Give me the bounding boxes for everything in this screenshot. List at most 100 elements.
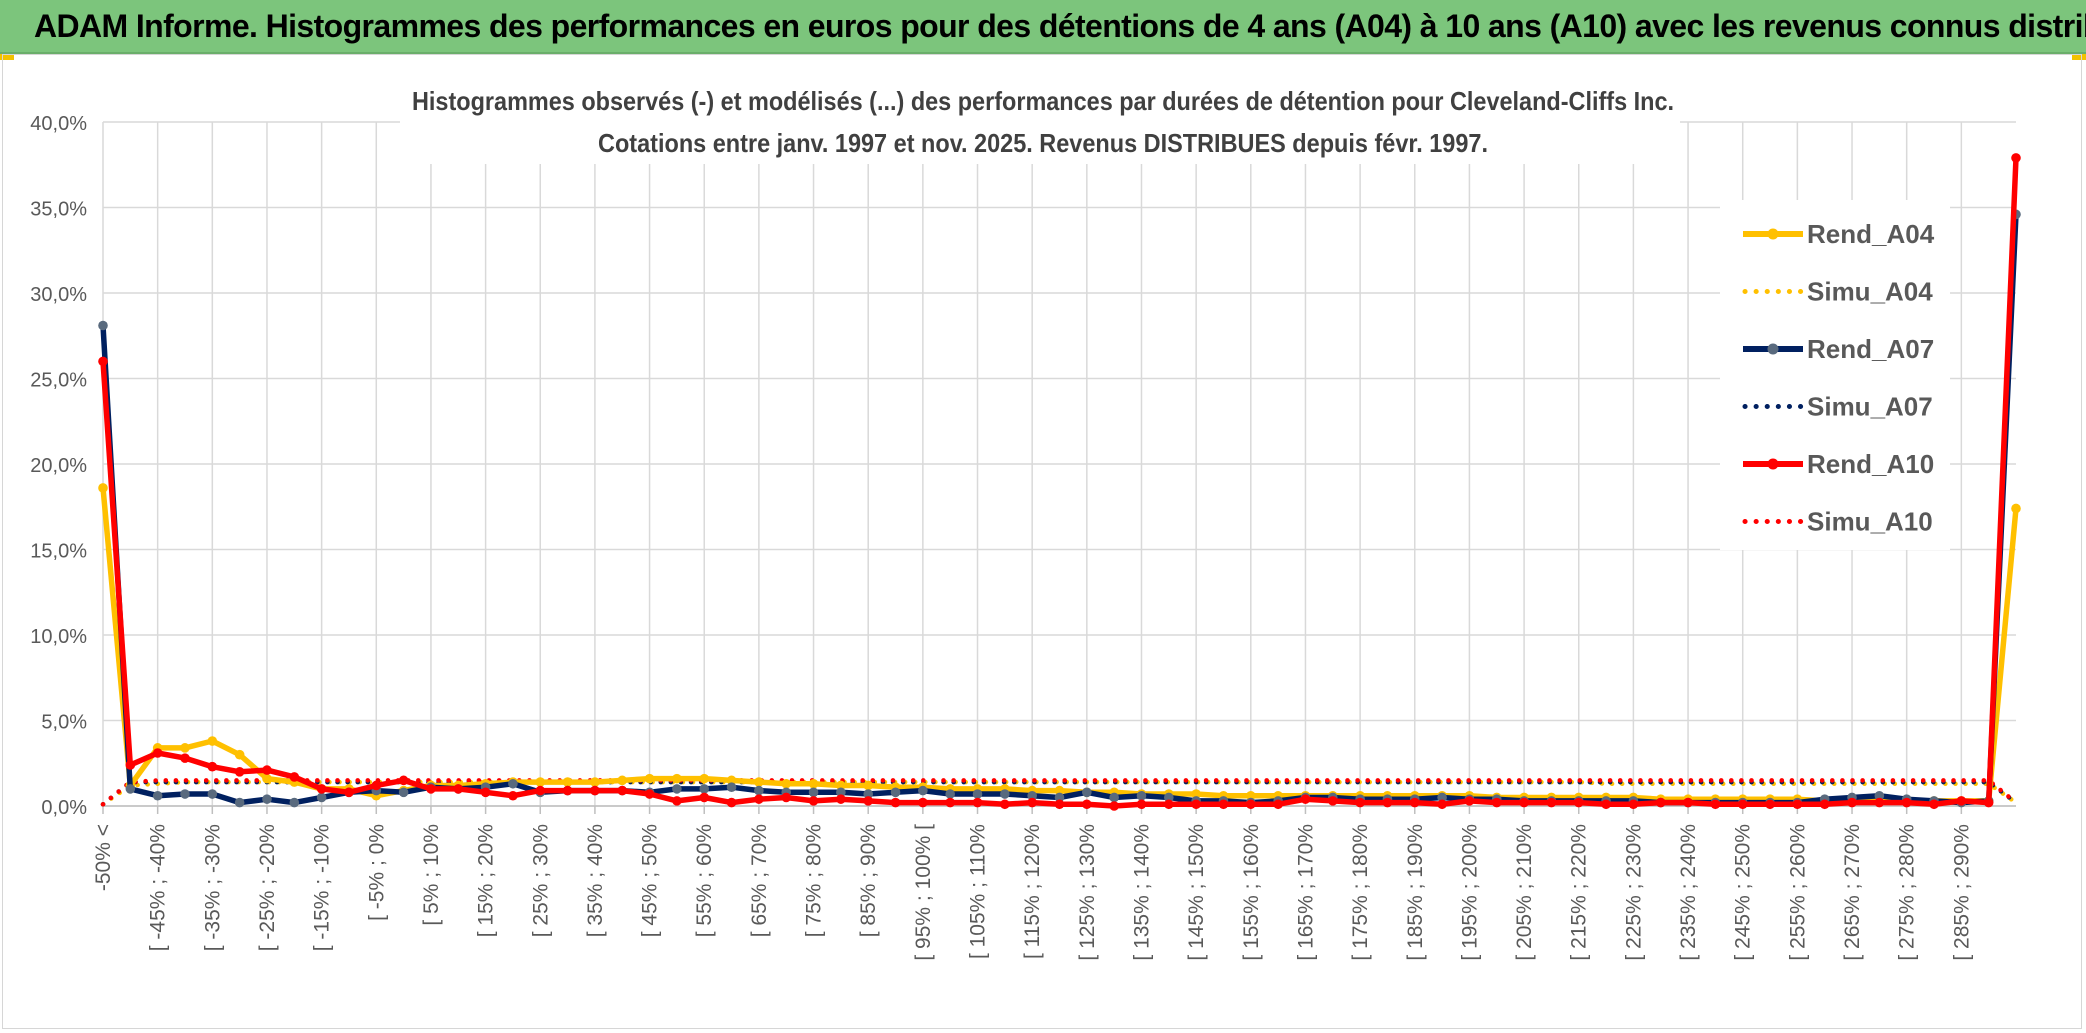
legend-box [1720,200,1950,550]
data-point [1082,787,1092,798]
legend-marker [1767,343,1779,355]
data-point [863,789,873,799]
y-tick-label: 35,0% [30,199,87,221]
data-point [289,772,300,782]
banner-corner-left [0,54,14,60]
data-point [1956,796,1967,806]
data-point [1355,797,1365,808]
x-axis: -50% < [ -45% ; -40% [ -35% ; -30% [ -25% ;… [92,805,2016,961]
legend-item-rend-a04: Rend_A04 [1743,219,1935,249]
legend-item-simu-a10: Simu_A10 [1742,507,1933,537]
data-point [1054,785,1065,796]
legend-item-rend-a10: Rend_A10 [1743,449,1934,479]
x-tick-label: [ 275% ; 280% [1896,824,1919,961]
data-point [1683,797,1693,808]
data-point [1273,799,1283,810]
y-tick-label: 10,0% [30,626,87,648]
data-point [617,775,628,786]
x-tick-label: [ 145% ; 150% [1185,824,1208,961]
report-title: ADAM Informe. Histogrammes des performan… [34,8,2086,44]
data-point [672,796,682,806]
data-point [98,483,108,493]
data-point [152,790,163,801]
data-point [480,787,491,798]
data-point [863,780,873,791]
data-point [726,775,737,786]
data-point [672,773,682,784]
x-tick-label: [ 125% ; 130% [1076,824,1099,961]
legend-label: Rend_A04 [1807,219,1935,249]
x-tick-label: [ 205% ; 210% [1513,824,1536,961]
x-tick-label: [ 75% ; 80% [803,824,826,937]
data-point [316,792,327,803]
data-point [180,753,190,763]
data-point [1409,797,1420,808]
legend-item-rend-a07: Rend_A07 [1743,334,1934,364]
data-point [1000,799,1010,810]
data-point [1874,797,1885,808]
x-tick-label: [ 225% ; 230% [1622,824,1645,961]
data-point [1246,799,1256,810]
data-point [398,775,409,786]
data-point [1054,799,1065,810]
legend-label: Simu_A04 [1807,277,1933,307]
data-point [1082,799,1092,810]
data-point [1218,799,1229,810]
data-point [152,748,163,758]
data-point [945,797,955,808]
data-point [590,777,600,787]
data-point [1573,797,1584,808]
data-point [1655,797,1666,808]
data-point [1164,792,1174,803]
data-point [344,787,354,798]
data-point [781,778,792,789]
legend-item-simu-a04: Simu_A04 [1742,277,1933,307]
chart-title: Histogrammes observés (-) et modélisés (… [400,78,1680,164]
x-tick-label: [ 65% ; 70% [748,824,771,937]
data-point [699,792,710,803]
data-point [1983,797,1994,808]
data-point [262,765,272,775]
x-tick-label: [ 25% ; 30% [529,824,552,937]
data-point [1109,801,1119,811]
banner-corner-right [2072,54,2086,60]
x-tick-label: [ 235% ; 240% [1677,824,1700,961]
y-axis: 0,0% 5,0% 10,0% 15,0% 20,0% 25,0% 30,0% 35,0% 40… [30,113,87,819]
data-point [836,780,846,791]
data-point [371,780,382,791]
series-rend-a10 [98,153,2021,811]
data-point [699,784,710,794]
data-point [1737,799,1748,810]
data-point [1901,797,1912,808]
data-point [726,782,737,792]
chart-frame [2,54,2082,1029]
x-tick-label: [ 115% ; 120% [1021,824,1044,959]
data-point [125,760,136,770]
data-point [1054,792,1065,803]
data-point [535,777,546,787]
series-lines [98,153,2021,811]
x-tick-label: [ -35% ; -30% [201,824,224,951]
data-point [1191,789,1201,799]
data-point [207,761,218,772]
x-tick-label: [ 195% ; 200% [1458,824,1481,961]
data-point [289,797,300,808]
x-tick-label: [ -15% ; -10% [311,824,334,951]
x-tick-label: [ -45% ; -40% [147,824,170,951]
title-backdrop [400,78,1680,164]
legend-label: Simu_A07 [1807,392,1933,422]
x-tick-label: [ 215% ; 220% [1568,824,1591,961]
data-point [918,785,928,796]
x-tick-label: -50% < [92,824,115,891]
data-point [2011,153,2021,163]
data-point [836,794,846,804]
x-tick-label: [ 165% ; 170% [1294,824,1317,961]
data-point [1491,797,1502,808]
data-point [1246,790,1256,801]
y-tick-label: 30,0% [30,284,87,306]
data-point [508,778,518,789]
data-point [1437,792,1447,803]
data-point [1874,790,1885,801]
data-point [808,796,819,806]
